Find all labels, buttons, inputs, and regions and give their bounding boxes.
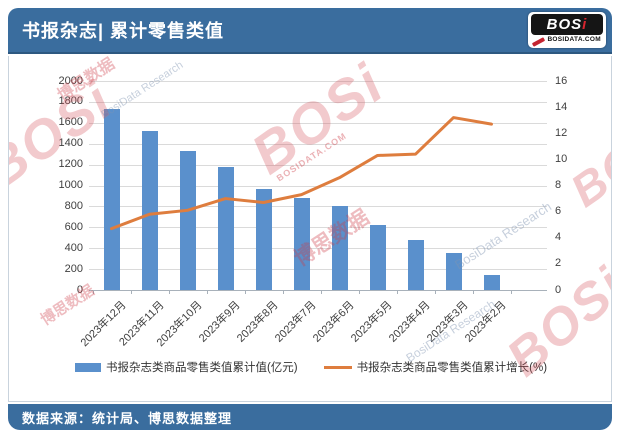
bosi-logo: BOS i BOSIDATA.COM [528,12,606,48]
right-axis-tick-label: 2 [555,257,562,270]
bar-2023年9月 [217,166,234,290]
page-title: 书报杂志| 累计零售类值 [22,21,225,41]
chart-legend: 书报杂志类商品零售类值累计值(亿元) 书报杂志类商品零售类值累计增长(%) [9,359,611,375]
right-axis-tick-label: 6 [555,205,562,218]
bar-2023年6月 [331,206,348,290]
gridline [89,248,547,250]
left-axis-tick-label: 400 [64,241,83,254]
bar-2023年7月 [293,198,310,290]
bar-2023年4月 [407,239,424,290]
right-axis-tick-label: 14 [555,100,568,113]
gridline [89,269,547,271]
gridline [89,227,547,229]
axis-tick [320,290,322,294]
x-axis-line [89,290,547,291]
left-axis-tick-label: 1000 [58,179,83,191]
line-series-swatch [323,365,352,369]
right-axis-tick-label: 0 [555,283,562,296]
bar-2023年11月 [141,131,158,290]
left-axis-tick-label: 2000 [58,74,83,87]
legend-item-bar-series: 书报杂志类商品零售类值累计值(亿元) [74,359,298,375]
line-series-label: 书报杂志类商品零售类值累计增长(%) [356,362,548,374]
chart-area: 书报杂志类商品零售类值累计值(亿元) 书报杂志类商品零售类值累计增长(%) 0 2… [8,56,612,402]
gridline [89,122,547,124]
left-axis-tick-label: 1400 [58,137,83,150]
left-axis-tick-label: 200 [64,262,83,275]
bar-series-label: 书报杂志类商品零售类值累计值(亿元) [105,362,298,374]
gridline [89,81,547,82]
watermark: BosiData Research [451,198,555,273]
axis-tick [92,290,94,294]
axis-tick [396,290,398,294]
gridline [89,143,547,145]
bar-2023年5月 [369,225,386,290]
bar-2023年12月 [103,109,120,290]
right-axis-tick-label: 8 [555,179,562,191]
axis-tick [472,290,474,294]
axis-tick [130,290,132,294]
bar-2023年2月 [483,274,500,290]
axis-tick [168,290,170,294]
watermark: BOSi [240,56,395,186]
watermark: BOSIDATA.COM [274,130,349,184]
axis-tick [206,290,208,294]
axis-tick [510,290,512,294]
legend-item-line-series: 书报杂志类商品零售类值累计增长(%) [323,359,548,375]
axis-tick [244,290,246,294]
axis-tick [282,290,284,294]
bar-2023年10月 [179,151,196,290]
gridline [89,101,547,103]
gridline [89,164,547,166]
header-bar: 书报杂志| 累计零售类值 BOS i BOSIDATA.COM [8,8,612,54]
footer-bar: 数据来源：统计局、博思数据整理 [8,402,612,430]
left-axis-tick-label: 1600 [58,116,83,129]
logo-domain-text: BOSIDATA.COM [547,36,601,43]
left-axis-tick-label: 800 [64,199,83,212]
bosi-logo-mark: BOS i [531,14,603,35]
right-axis-tick-label: 4 [555,231,562,244]
report-card: 书报杂志| 累计零售类值 BOS i BOSIDATA.COM 书报杂志类商品零售… [8,8,612,430]
bar-2023年3月 [445,253,462,290]
bar-series-swatch [74,362,101,372]
left-axis-tick-label: 600 [64,220,83,233]
right-axis-tick-label: 10 [555,152,568,165]
axis-tick [434,290,436,294]
right-axis-tick-label: 16 [555,74,568,87]
data-source-note: 数据来源：统计局、博思数据整理 [22,410,233,426]
left-axis-tick-label: 1200 [58,158,83,171]
right-axis-tick-label: 12 [555,126,568,139]
bar-2023年8月 [255,188,272,290]
axis-tick [358,290,360,294]
logo-dot-i: i [582,16,588,33]
left-axis-tick-label: 1800 [58,95,83,108]
gridline [89,206,547,208]
left-axis-tick-label: 0 [76,283,83,296]
gridline [89,185,547,187]
